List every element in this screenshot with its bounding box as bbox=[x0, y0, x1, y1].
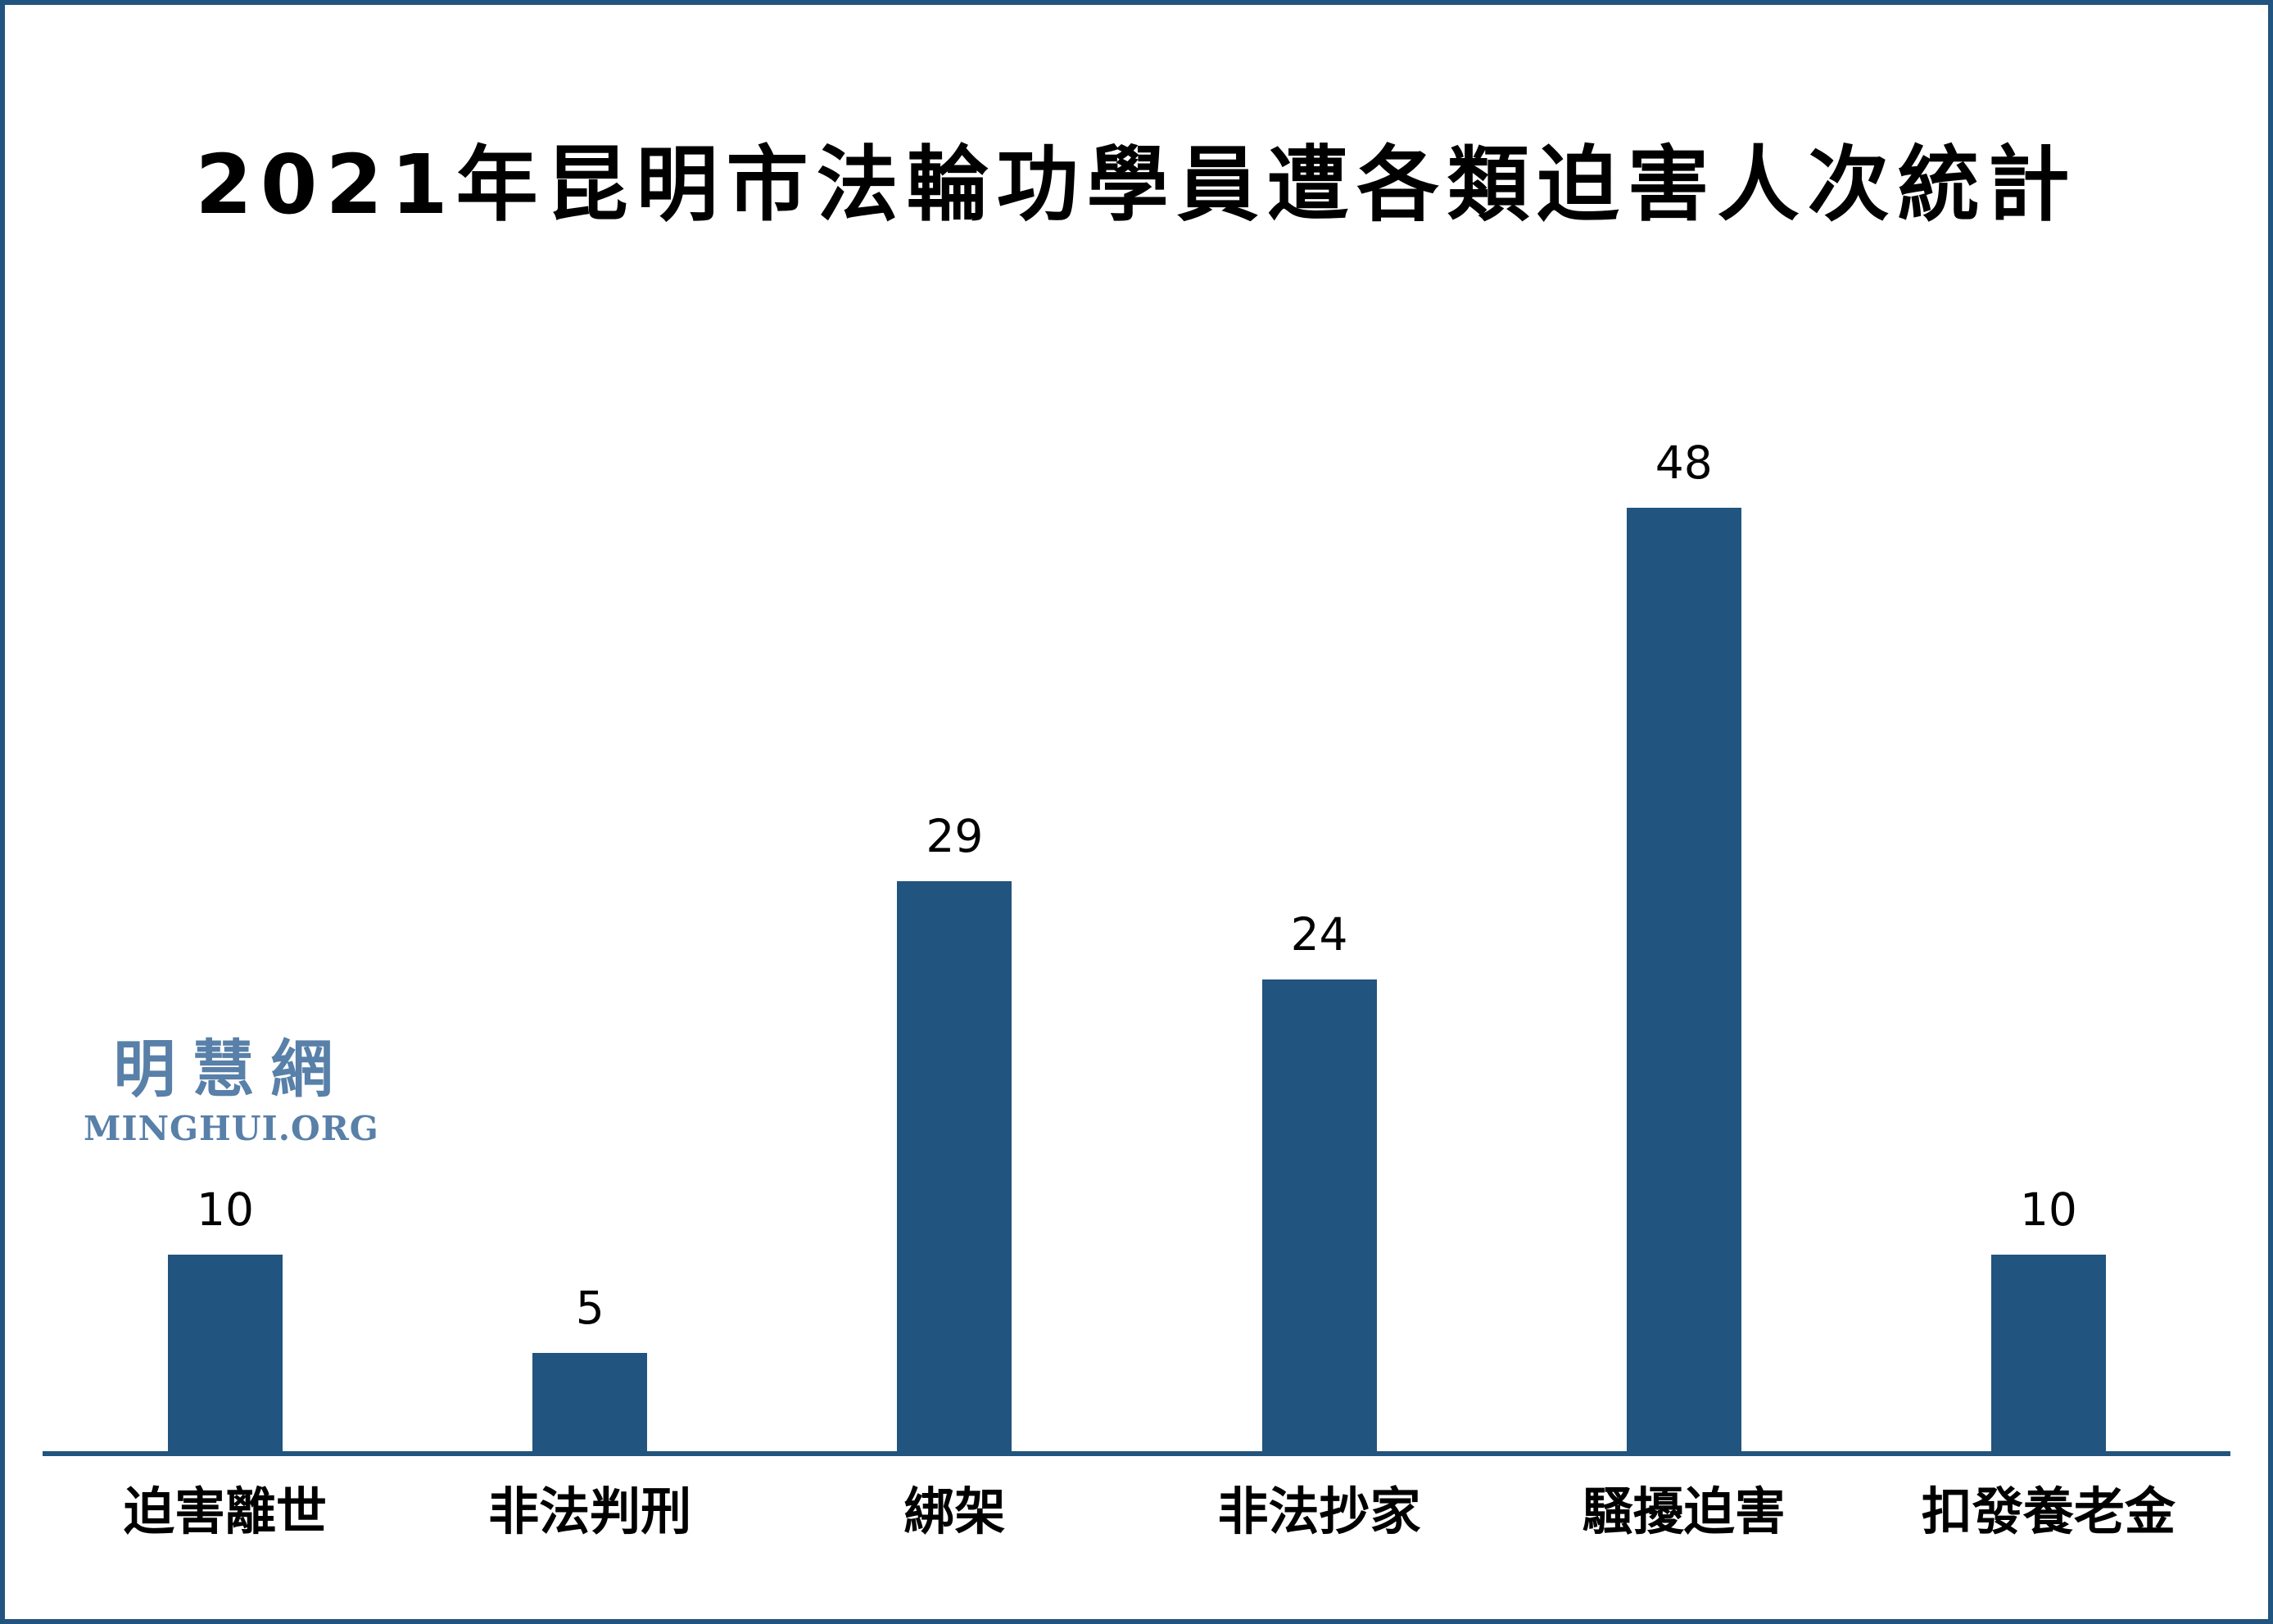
bar-value-label: 10 bbox=[197, 1183, 254, 1236]
bar-value-label: 48 bbox=[1655, 437, 1713, 489]
category-label: 綁架 bbox=[903, 1482, 1006, 1541]
chart-title: 2021年昆明市法輪功學員遭各類迫害人次統計 bbox=[195, 137, 2078, 233]
bar-group: 24 bbox=[1261, 908, 1377, 1451]
category-label-slot: 迫害離世 bbox=[124, 1483, 327, 1558]
category-label: 非法判刑 bbox=[488, 1482, 692, 1541]
bar bbox=[168, 1255, 283, 1451]
category-label-slot: 扣發養老金 bbox=[1922, 1483, 2176, 1558]
bar bbox=[532, 1353, 648, 1451]
bar-value-label: 29 bbox=[926, 810, 984, 862]
bar-value-label: 5 bbox=[575, 1282, 604, 1334]
bar-group: 10 bbox=[168, 1187, 283, 1451]
bar bbox=[1261, 979, 1377, 1451]
x-axis-line bbox=[43, 1451, 2230, 1456]
bar bbox=[1990, 1255, 2106, 1451]
bar-group: 29 bbox=[897, 814, 1012, 1451]
category-label-slot: 非法抄家 bbox=[1218, 1483, 1421, 1558]
bar bbox=[1626, 508, 1741, 1451]
minghui-logo-url: MINGHUI.ORG bbox=[84, 1109, 379, 1148]
bar-group: 48 bbox=[1626, 437, 1741, 1451]
category-label: 騷擾迫害 bbox=[1582, 1482, 1786, 1541]
bar-group: 5 bbox=[532, 1282, 648, 1451]
category-labels-row: 迫害離世 非法判刑 綁架 非法抄家 騷擾迫害 扣發養老金 bbox=[124, 1482, 2176, 1558]
category-label-slot: 騷擾迫害 bbox=[1582, 1483, 1786, 1558]
category-label-slot: 非法判刑 bbox=[488, 1483, 691, 1558]
category-label: 扣發養老金 bbox=[1921, 1482, 2176, 1541]
bars-area: 10 5 29 24 48 10 bbox=[168, 5, 2106, 1451]
bar-value-label: 10 bbox=[2019, 1183, 2077, 1236]
category-label: 迫害離世 bbox=[123, 1482, 328, 1541]
minghui-logo-cjk: 明慧網 bbox=[113, 1033, 350, 1106]
category-label-slot: 綁架 bbox=[897, 1482, 1012, 1558]
minghui-watermark: 明慧網 MINGHUI.ORG bbox=[84, 1038, 379, 1146]
bar-group: 10 bbox=[1990, 1183, 2106, 1451]
category-label: 非法抄家 bbox=[1217, 1482, 1421, 1541]
bar-value-label: 24 bbox=[1290, 908, 1348, 961]
bar bbox=[897, 881, 1012, 1451]
